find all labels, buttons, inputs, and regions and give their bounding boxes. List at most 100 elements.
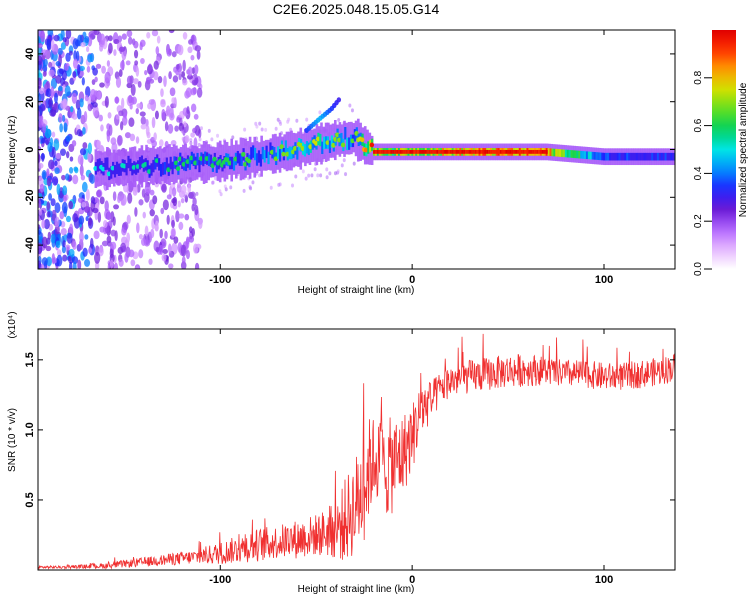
spectrogram-cell [354, 131, 359, 136]
spectrogram-cell [610, 152, 614, 161]
spectrogram-cell [672, 152, 675, 161]
spectrogram-cell [158, 158, 161, 171]
spectrogram-cell [344, 127, 347, 140]
spectrogram-cell [62, 185, 68, 196]
spectrogram-cell [129, 158, 132, 172]
spectrogram-cell [41, 152, 45, 162]
spectrogram-cell [98, 158, 101, 171]
spectrogram-cell [38, 55, 43, 66]
spectrogram-cell [60, 227, 67, 236]
spectrogram-cell [279, 144, 284, 150]
spectrogram-cell [252, 145, 255, 158]
spectrogram-cell [113, 39, 120, 45]
spectrogram-cell [269, 142, 272, 155]
spectrogram-cell [117, 163, 120, 176]
spectrogram-cell [178, 221, 184, 231]
spectrogram-cell [192, 153, 195, 166]
spectrogram-cell [62, 98, 68, 109]
spectrogram-cell [89, 237, 94, 250]
spectrogram-cell [630, 152, 633, 161]
spectrogram-cell [50, 233, 56, 244]
spectrogram-cell [637, 152, 640, 161]
spectrogram-cell [154, 158, 160, 164]
spectrogram-cell [104, 157, 107, 171]
spectrogram-cell [144, 70, 148, 76]
spectrogram-cell [55, 74, 62, 84]
spectrogram-cell [92, 67, 98, 76]
spectrogram-cell [346, 137, 349, 151]
spectrogram-cell [128, 117, 135, 128]
spectrogram-cell [328, 171, 332, 176]
spectrogram-cell [53, 102, 58, 110]
spectrogram-cell [164, 230, 168, 240]
spectrogram-cell [41, 219, 46, 229]
spectrogram-cell [65, 173, 70, 181]
spectrogram-cell [486, 149, 489, 154]
spectrogram-cell [305, 117, 309, 122]
spectrogram-cell [54, 202, 61, 214]
spectrogram-cell [61, 114, 66, 122]
spectrogram-cell [92, 102, 98, 108]
spectrogram-cell [641, 152, 644, 161]
spectrogram-cell [620, 152, 623, 161]
spectrogram-cell [104, 200, 109, 212]
spectrogram-cell [190, 191, 196, 200]
spectrogram-cell [112, 191, 117, 202]
spectrogram-cell [38, 42, 43, 49]
spectrogram-cell [455, 149, 458, 154]
spectrogram-cell [84, 234, 89, 240]
spectrogram-cell [210, 137, 214, 142]
spectrogram-cell [124, 132, 131, 139]
spectrogram-cell [81, 77, 85, 86]
spectrogram-cell [319, 173, 323, 178]
spectrogram-x-ticks: -100 0 100 [209, 30, 613, 286]
spectrogram-cell [269, 149, 275, 155]
spectrogram-cell [115, 114, 120, 120]
spectrogram-cell [90, 88, 97, 101]
spectrogram-cell [666, 152, 669, 161]
spectrogram-cell [54, 224, 60, 235]
spectrogram-cell [92, 105, 99, 118]
spectrogram-cell [430, 149, 433, 154]
spectrogram-cell [484, 149, 487, 154]
spectrogram-cell [136, 222, 140, 234]
spectrogram-cell [570, 150, 573, 158]
spectrogram-cell [360, 137, 365, 143]
spectrogram-cell [46, 211, 51, 218]
spectrogram-cell [301, 169, 305, 174]
spectrogram-cell [47, 141, 53, 153]
spectrogram-cell [54, 92, 58, 104]
spectrogram-cell [38, 94, 42, 103]
spectrogram-cell [61, 201, 68, 214]
spectrogram-cell [77, 259, 82, 269]
spectrogram-cell [515, 149, 518, 154]
spectrogram-cell [131, 165, 137, 170]
spectrogram-cell [184, 158, 188, 172]
spectrogram-cell [304, 176, 308, 181]
spectrogram-cell [658, 152, 662, 161]
spectrogram-cell [318, 110, 322, 115]
spectrogram-cell [171, 161, 174, 175]
spectrogram-cell [505, 149, 508, 154]
spectrogram-cell [72, 213, 79, 223]
spectrogram-cell [161, 108, 166, 120]
spectrogram-cell [215, 160, 218, 173]
spectrogram-cell [129, 103, 133, 110]
spectrogram-cell [193, 127, 197, 132]
spectrogram-cell [578, 150, 581, 159]
spectrogram-cell [303, 143, 307, 157]
spectrogram-cell [440, 149, 443, 154]
snr-y-axis-title: SNR (10 * v/v) [7, 408, 18, 472]
spectrogram-cell [112, 216, 116, 227]
spectrogram-cell [185, 159, 190, 164]
spectrogram-cell [55, 240, 61, 249]
spectrogram-cell [198, 156, 204, 161]
spectrogram-cell [44, 128, 51, 139]
spectrogram-cell [119, 121, 124, 131]
spectrogram-cell [589, 151, 592, 160]
spectrogram-cell [209, 154, 213, 168]
spectrogram-cell [492, 149, 495, 154]
spectrogram-cell [411, 149, 414, 154]
spectrogram-cell [153, 60, 159, 70]
